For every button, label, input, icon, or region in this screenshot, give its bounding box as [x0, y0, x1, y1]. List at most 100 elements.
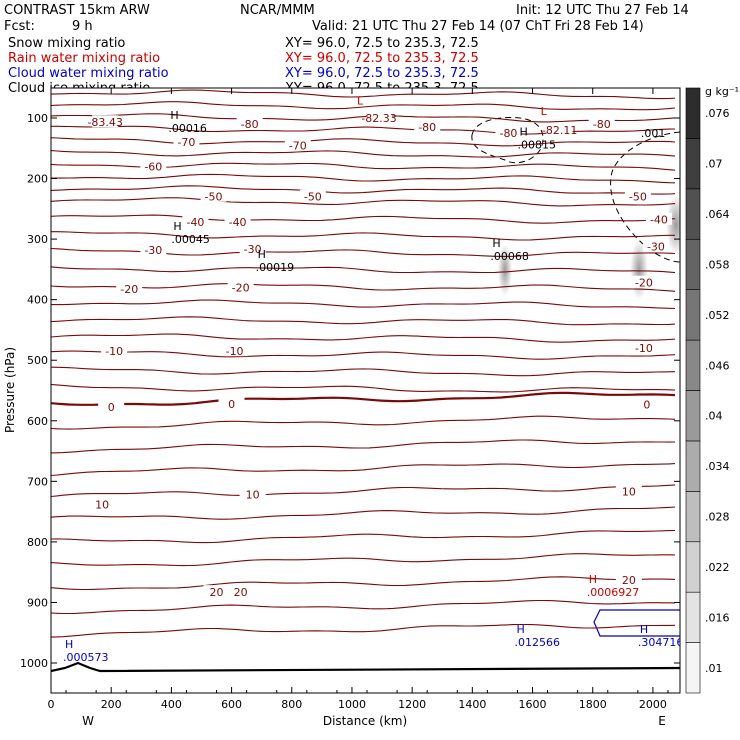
colorbar-segment [685, 339, 701, 391]
isotherm-line [51, 266, 676, 274]
isotherm-label: -80 [418, 121, 436, 134]
snow-shading-3 [666, 195, 680, 255]
isotherm-line [51, 415, 676, 430]
isotherm-label-bg [200, 189, 227, 202]
y-tick-label: 500 [27, 354, 48, 367]
isotherm-line [51, 197, 676, 207]
colorbar-segment [685, 491, 701, 543]
extremum-value: .00068 [490, 250, 529, 263]
isotherm-line [51, 484, 676, 498]
extremum-value: .00016 [168, 122, 207, 135]
x-tick-label: 600 [221, 698, 242, 711]
isotherm-label: -20 [232, 282, 250, 295]
field-name-cloud-water: Cloud water mixing ratio [8, 66, 169, 81]
colorbar-segment [685, 440, 701, 492]
isotherm-line [51, 391, 676, 406]
colorbar-label: .076 [705, 107, 730, 120]
isotherm-line [51, 231, 675, 241]
isotherm-label-bg [615, 484, 642, 497]
field-name-rain: Rain water mixing ratio [8, 51, 160, 66]
isotherm-label: -20 [635, 277, 653, 290]
isotherm-label-bg [615, 573, 642, 586]
isotherm-label: -40 [650, 214, 668, 227]
y-tick-label: 900 [27, 596, 48, 609]
extremum-mark: L [357, 95, 364, 108]
isotherm-line [51, 553, 676, 567]
figure-header: CONTRAST 15km ARW NCAR/MMM Init: 12 UTC … [4, 3, 689, 96]
extremum-value: .000573 [63, 651, 109, 664]
init-time: Init: 12 UTC Thu 27 Feb 14 [516, 3, 689, 18]
y-tick-label: 100 [27, 112, 48, 125]
x-axis-west-label: W [82, 714, 94, 728]
isotherm-line [51, 506, 676, 520]
extremum-mark: H [258, 248, 266, 261]
isotherm-line [51, 529, 676, 544]
colorbar-label: .07 [705, 158, 723, 171]
extremum-mark: H [170, 109, 178, 122]
isotherm-label: -80 [241, 118, 259, 131]
colorbar-label: .058 [705, 258, 730, 271]
isotherm-label: 10 [246, 489, 260, 502]
colorbar-segment [685, 87, 701, 139]
y-axis-title: Pressure (hPa) [3, 347, 17, 433]
colorbar-segment [685, 591, 701, 643]
extremum-mark: H [640, 623, 648, 636]
isotherm-label: 0 [228, 398, 235, 411]
isotherm-label-bg [182, 215, 209, 228]
field-xy-cloud-water: XY= 96.0, 72.5 to 235.3, 72.5 [285, 66, 479, 81]
extremum-value: .001 [641, 127, 666, 140]
colorbar-label: .016 [705, 611, 730, 624]
isotherm-label-bg [236, 117, 263, 130]
x-tick-label: 0 [48, 698, 55, 711]
colorbar-label: .022 [705, 561, 730, 574]
cloud-ice-contour-2 [610, 131, 680, 263]
x-axis-title: Distance (km) [323, 714, 407, 728]
isotherm-label-bg [98, 399, 125, 412]
forecast-hour: 9 h [72, 19, 93, 34]
plot-content: -83.43 -82.33 -80 -80 -80 -82.11 -80 -70 -70 -60 -… [51, 89, 684, 673]
isotherm-line [51, 89, 676, 100]
field-xy-rain: XY= 96.0, 72.5 to 235.3, 72.5 [285, 51, 479, 66]
extremum-value: .0006927 [587, 586, 640, 599]
isotherm-line [51, 623, 676, 638]
isotherm-label: -10 [105, 345, 123, 358]
extremum-mark: H [173, 220, 181, 233]
extremum-mark: H [65, 638, 73, 651]
colorbar-segment [685, 642, 701, 694]
isotherm-line [51, 185, 676, 195]
cloud-water-contour [593, 609, 680, 637]
isotherm-label: -83.43 [87, 116, 122, 129]
colorbar-label: .04 [705, 410, 723, 423]
y-tick-label: 400 [27, 294, 48, 307]
extremum-value: .00019 [256, 261, 295, 274]
extremum-mark: H [492, 237, 500, 250]
isotherm-label-bg [203, 585, 230, 598]
x-axis-east-label: E [658, 714, 666, 728]
x-tick-label: 1000 [338, 698, 366, 711]
isotherm-label: -82.11 [542, 124, 577, 137]
forecast-label: Fcst: [4, 19, 35, 34]
colorbar-label: .064 [705, 208, 730, 221]
x-tick-label: 400 [161, 698, 182, 711]
isotherm-label-bg [414, 120, 441, 133]
colorbar-segment [685, 238, 701, 290]
x-tick-label: 200 [101, 698, 122, 711]
colorbar-segment [685, 188, 701, 240]
isotherm-label: -40 [186, 216, 204, 229]
isotherm-line [51, 366, 676, 377]
extremum-value: .304716 [638, 636, 684, 649]
isotherm-label-bg [239, 241, 266, 254]
isotherm-line [51, 383, 676, 393]
colorbar-segment [685, 390, 701, 442]
isotherm-label-bg [173, 135, 200, 148]
isotherm-label-bg [116, 281, 143, 294]
y-tick-label: 600 [27, 415, 48, 428]
isotherm-label-bg [89, 497, 116, 510]
isotherm-label-bg [224, 215, 251, 228]
isotherm-label: -20 [120, 283, 138, 296]
x-tick-label: 1200 [398, 698, 426, 711]
isotherm-label: 20 [234, 586, 248, 599]
extremum-mark: L [541, 105, 548, 118]
field-xy-snow: XY= 96.0, 72.5 to 235.3, 72.5 [285, 36, 479, 51]
x-tick-label: 1600 [519, 698, 547, 711]
